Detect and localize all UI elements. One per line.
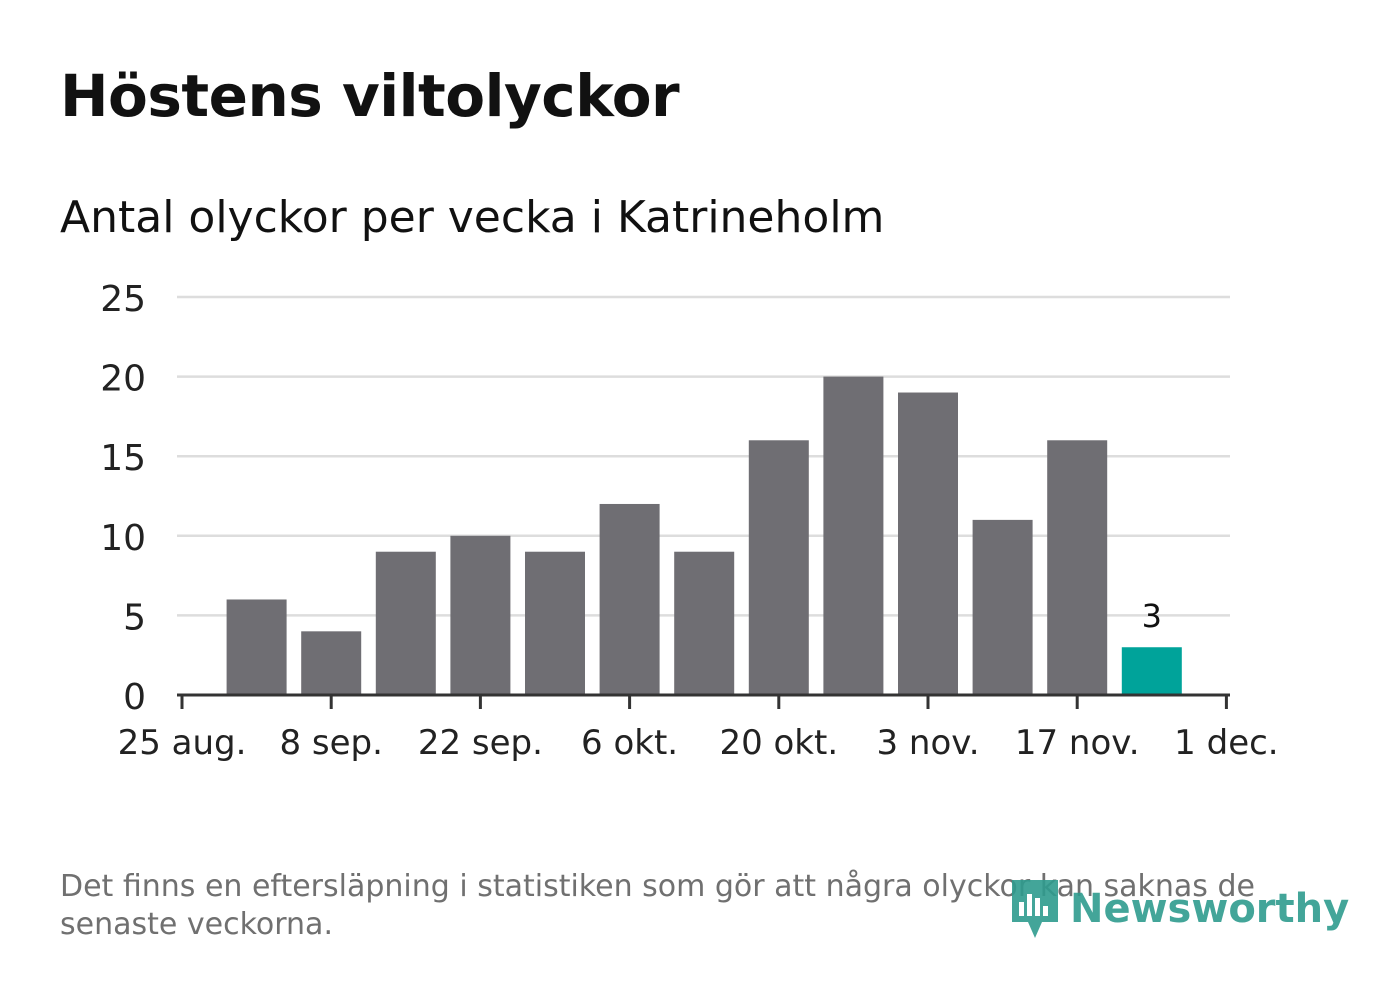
- bar: [375, 551, 436, 695]
- x-tick-label: 3 nov.: [876, 723, 979, 763]
- bar-chart-pin-icon: [1012, 880, 1058, 938]
- bar: [450, 535, 511, 695]
- x-tick-label: 25 aug.: [118, 723, 247, 763]
- x-tick-label: 1 dec.: [1174, 723, 1278, 763]
- bar: [525, 551, 585, 695]
- data-label: 3: [1142, 597, 1162, 635]
- bar: [301, 631, 362, 695]
- x-tick-label: 20 okt.: [719, 723, 838, 763]
- bar: [1047, 440, 1108, 695]
- brand-name: Newsworthy: [1070, 886, 1350, 932]
- brand-logo: Newsworthy: [1010, 878, 1349, 940]
- y-tick-label: 25: [100, 279, 146, 320]
- x-tick-label: 22 sep.: [418, 723, 543, 763]
- x-tick-label: 17 nov.: [1015, 723, 1140, 763]
- y-tick-label: 15: [100, 438, 146, 479]
- bar: [599, 503, 660, 695]
- y-tick-label: 0: [123, 677, 146, 718]
- y-tick-label: 20: [100, 359, 146, 400]
- bar: [898, 392, 958, 695]
- bar: [748, 440, 809, 695]
- bar: [226, 599, 287, 695]
- bar: [972, 519, 1033, 695]
- y-tick-label: 5: [123, 597, 146, 638]
- bar: [1121, 647, 1182, 695]
- x-tick-label: 8 sep.: [279, 723, 382, 763]
- bar: [823, 376, 884, 695]
- chart-subtitle: Antal olyckor per vecka i Katrineholm: [60, 192, 885, 243]
- bar: [674, 551, 735, 695]
- y-tick-label: 10: [100, 518, 146, 559]
- x-tick-label: 6 okt.: [581, 723, 678, 763]
- chart-title: Höstens viltolyckor: [60, 62, 680, 130]
